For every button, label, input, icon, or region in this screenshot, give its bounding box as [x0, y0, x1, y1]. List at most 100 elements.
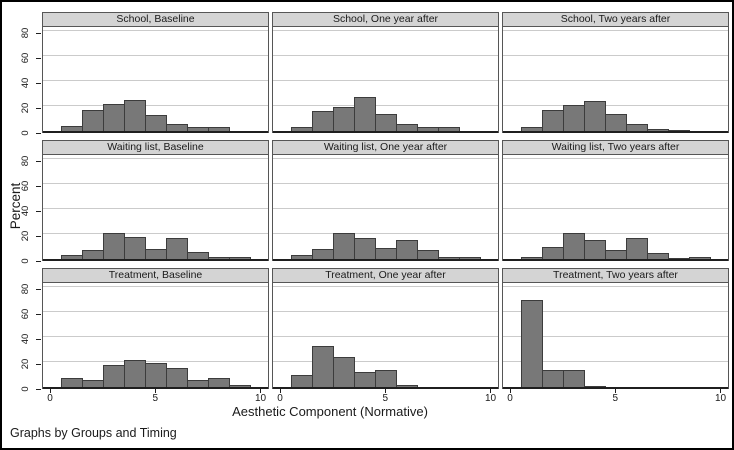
y-tick-mark: [36, 185, 41, 187]
histogram-bar: [667, 129, 690, 131]
histogram-bar: [562, 232, 585, 259]
x-tick-label: 0: [277, 393, 283, 404]
x-axis-col-two-years: 0 5 10: [503, 389, 728, 407]
y-tick-label: 40: [20, 77, 31, 89]
histogram-bar: [416, 127, 439, 131]
histogram-bar: [81, 109, 104, 131]
gridline-80: [43, 286, 268, 287]
histogram-bar: [353, 97, 376, 131]
gridline-60: [43, 183, 268, 184]
histogram-bar: [604, 113, 627, 131]
histogram-bar: [583, 240, 606, 259]
histogram-bar: [102, 232, 125, 259]
gridline-80: [503, 286, 728, 287]
histogram-plot: [43, 155, 268, 261]
histogram-bar: [228, 384, 251, 387]
y-tick-label: 0: [20, 386, 31, 392]
x-axis-col-baseline: 0 5 10: [43, 389, 268, 407]
panel-title: School, Two years after: [503, 13, 728, 27]
x-tick-label: 5: [612, 393, 619, 404]
histogram-plot: [273, 27, 498, 133]
gridline-60: [273, 55, 498, 56]
histogram-plot: [43, 27, 268, 133]
gridline-60: [503, 311, 728, 312]
histogram-bar: [520, 256, 543, 259]
gridline-40: [43, 80, 268, 81]
histogram-bar: [81, 379, 104, 387]
y-tick-mark: [36, 260, 41, 262]
histogram-bar: [353, 237, 376, 259]
x-tick-label: 10: [484, 393, 497, 404]
histogram-bar: [374, 247, 397, 259]
gridline-20: [43, 361, 268, 362]
histogram-bar: [165, 368, 188, 387]
y-axis-row-treatment: 0 20 40 60 80: [16, 283, 41, 392]
y-axis-row-school: 0 20 40 60 80: [16, 27, 41, 136]
panel-title: Treatment, Baseline: [43, 269, 268, 283]
histogram-bar: [311, 111, 334, 131]
panel-title: School, One year after: [273, 13, 498, 27]
histogram-bar: [186, 251, 209, 259]
histogram-bar: [625, 237, 648, 259]
histogram-bar: [60, 378, 83, 387]
gridline-20: [503, 361, 728, 362]
panel-treatment-one-year: Treatment, One year after: [272, 268, 499, 389]
gridline-80: [503, 158, 728, 159]
y-tick-label: 20: [20, 358, 31, 370]
x-axis-col-one-year: 0 5 10: [273, 389, 498, 407]
histogram-bar: [165, 237, 188, 259]
graphs-by-note: Graphs by Groups and Timing: [10, 426, 177, 440]
histogram-bar: [437, 256, 460, 259]
histogram-bar: [207, 378, 230, 387]
y-tick-mark: [36, 57, 41, 59]
gridline-80: [503, 30, 728, 31]
gridline-40: [43, 208, 268, 209]
panel-school-two-years: School, Two years after: [502, 12, 729, 133]
y-tick-mark: [36, 210, 41, 212]
x-tick-mark: [614, 389, 616, 393]
histogram-bar: [102, 364, 125, 387]
gridline-20: [273, 233, 498, 234]
y-tick-mark: [36, 132, 41, 134]
histogram-bar: [374, 113, 397, 131]
gridline-80: [273, 30, 498, 31]
y-tick-label: 0: [20, 258, 31, 264]
histogram-bar: [207, 127, 230, 131]
gridline-80: [43, 30, 268, 31]
gridline-20: [503, 233, 728, 234]
gridline-40: [273, 336, 498, 337]
histogram-bar: [332, 107, 355, 131]
x-tick-mark: [260, 389, 261, 393]
gridline-80: [273, 158, 498, 159]
panel-treatment-baseline: Treatment, Baseline: [42, 268, 269, 389]
y-tick-label: 40: [20, 333, 31, 345]
histogram-bar: [562, 104, 585, 131]
histogram-bar: [688, 256, 711, 259]
panel-waitinglist-two-years: Waiting list, Two years after: [502, 140, 729, 261]
y-tick-mark: [36, 235, 41, 237]
histogram-bar: [228, 256, 251, 259]
histogram-bar: [102, 103, 125, 131]
histogram-bar: [290, 255, 313, 259]
panel-title: Waiting list, Two years after: [503, 141, 728, 155]
histogram-bar: [646, 252, 669, 259]
x-tick-label: 5: [382, 393, 389, 404]
histogram-bar: [437, 127, 460, 131]
histogram-plot: [503, 155, 728, 261]
panel-school-one-year: School, One year after: [272, 12, 499, 133]
histogram-bar: [541, 246, 564, 259]
panel-title: Treatment, One year after: [273, 269, 498, 283]
histogram-bar: [625, 123, 648, 131]
histogram-bar: [290, 374, 313, 387]
y-tick-mark: [36, 288, 41, 290]
x-tick-mark: [720, 389, 721, 393]
histogram-bar: [646, 128, 669, 131]
histogram-bar: [541, 109, 564, 131]
y-tick-mark: [36, 338, 41, 340]
x-tick-label: 0: [47, 393, 53, 404]
histogram-bar: [81, 250, 104, 259]
gridline-60: [273, 183, 498, 184]
y-tick-mark: [36, 82, 41, 84]
histogram-bar: [186, 127, 209, 131]
